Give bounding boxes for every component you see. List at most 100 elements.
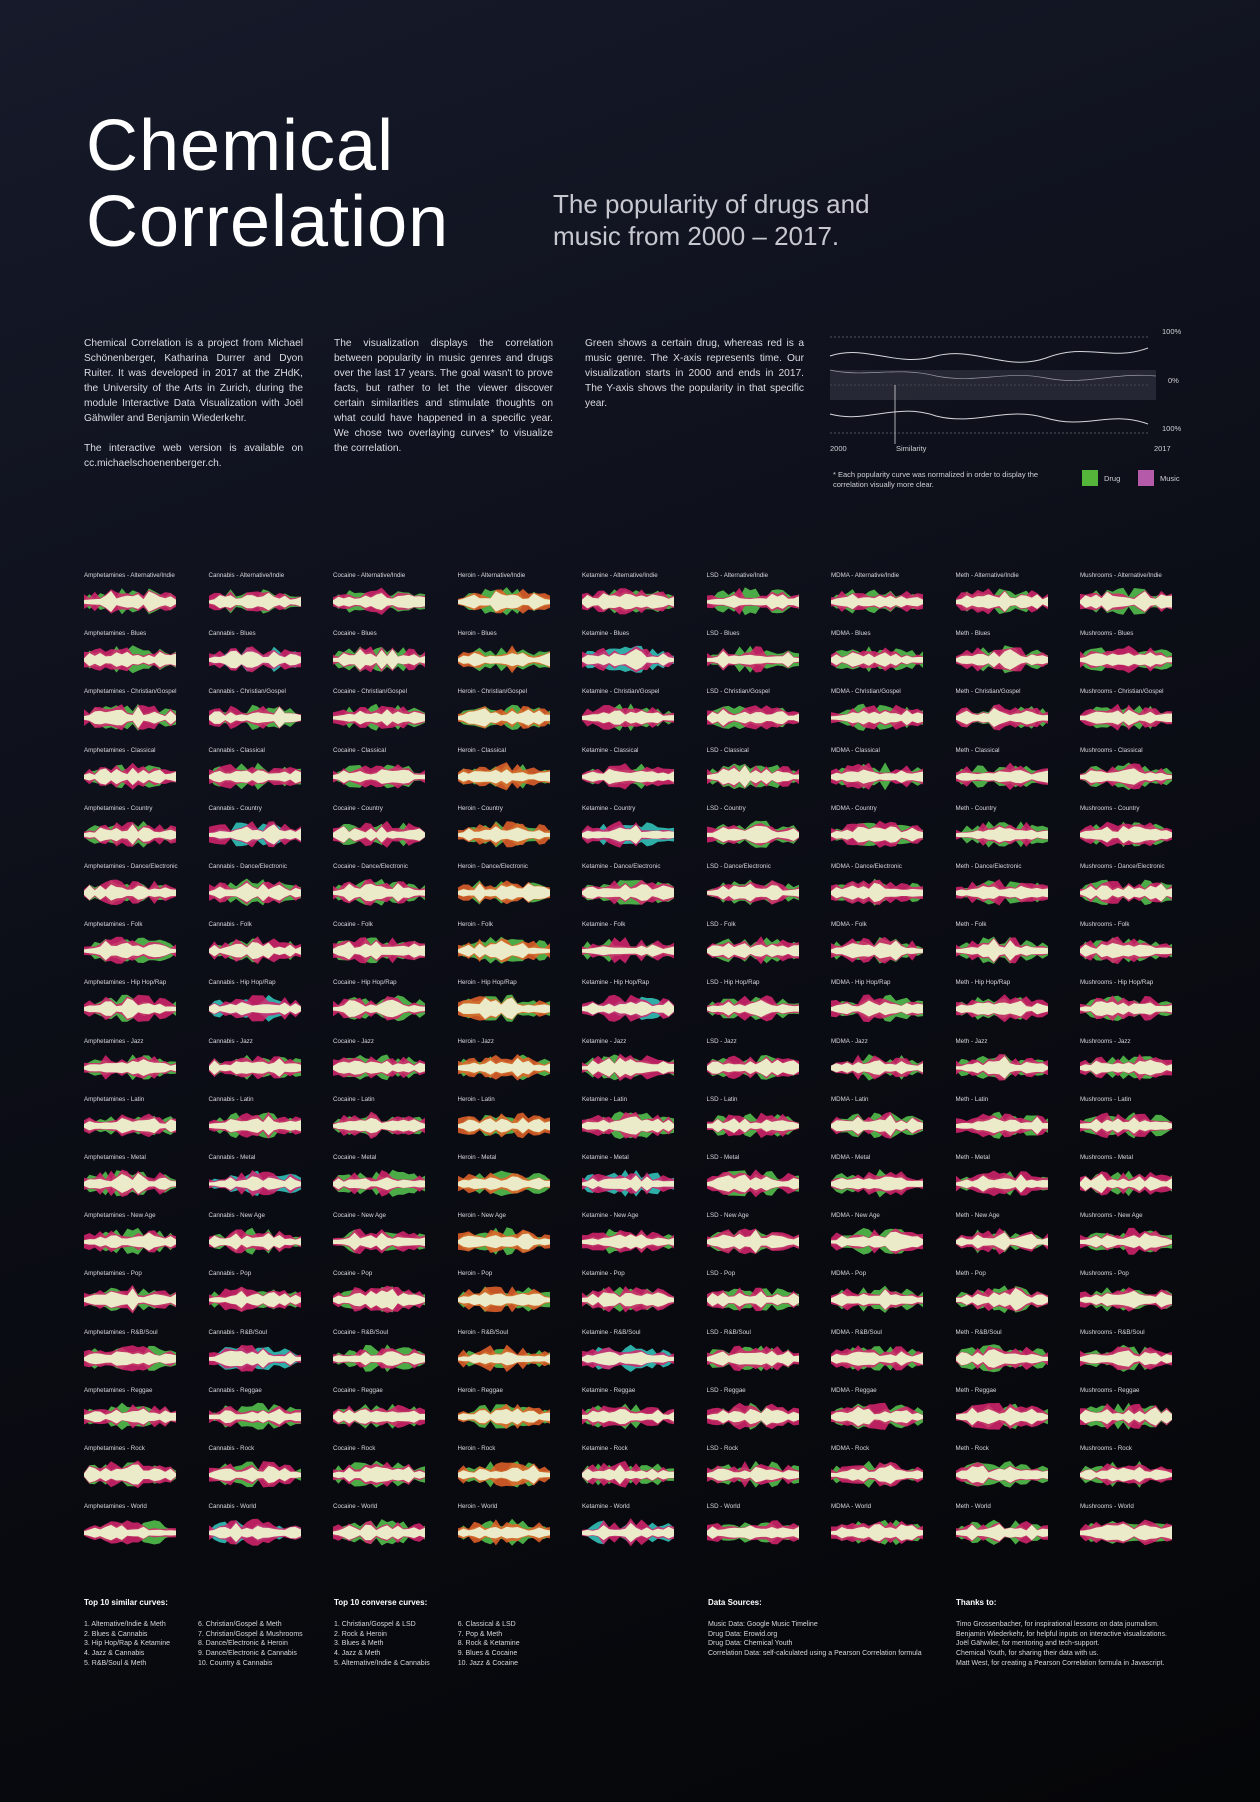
similarity-area — [208, 1057, 301, 1077]
cell-label: Heroin - Hip Hop/Rap — [457, 979, 517, 987]
correlation-cell: Heroin - Alternative/Indie — [457, 572, 568, 630]
cell-label: Meth - Dance/Electronic — [955, 863, 1022, 870]
correlation-cell: Meth - Christian/Gospel — [955, 688, 1066, 746]
correlation-cell: Mushrooms - New Age — [1080, 1212, 1190, 1270]
correlation-shape — [1080, 879, 1172, 906]
correlation-cell: Meth - Dance/Electronic — [955, 863, 1066, 921]
correlation-cell: Cannabis - Pop — [208, 1270, 319, 1328]
intro-paragraph-reading-guide: Green shows a certain drug, whereas red … — [585, 338, 804, 409]
similarity-area — [582, 1116, 674, 1135]
similarity-area — [208, 707, 301, 729]
cell-label: Cannabis - Metal — [208, 1154, 256, 1161]
correlation-cell: LSD - Pop — [706, 1270, 817, 1328]
correlation-cell: Cocaine - Country — [333, 805, 443, 863]
cell-label: Heroin - Alternative/Indie — [457, 572, 526, 579]
cell-label: Cocaine - Pop — [333, 1270, 373, 1278]
similarity-area — [457, 1292, 550, 1308]
correlation-cell: Heroin - Folk — [457, 921, 568, 979]
cell-label: Cocaine - Jazz — [333, 1037, 374, 1045]
correlation-cell: Heroin - Reggae — [457, 1387, 568, 1445]
cell-label: Cocaine - Metal — [333, 1154, 377, 1161]
similarity-area — [706, 1000, 799, 1018]
similarity-area — [582, 768, 674, 784]
similarity-area — [706, 1174, 799, 1193]
correlation-cell: Amphetamines - Classical — [84, 747, 194, 805]
correlation-cell: Meth - Folk — [955, 921, 1066, 979]
similarity-area — [208, 769, 301, 783]
similarity-area — [1080, 1466, 1172, 1483]
similarity-area — [457, 1465, 550, 1484]
correlation-cell: Heroin - Jazz — [457, 1038, 568, 1096]
correlation-cell: Heroin - Metal — [457, 1154, 568, 1212]
correlation-cell: Heroin - R&B/Soul — [457, 1329, 568, 1387]
correlation-shape — [706, 763, 799, 789]
similarity-area — [831, 1350, 923, 1366]
correlation-cell: Cocaine - Folk — [333, 921, 443, 979]
correlation-shape — [84, 820, 176, 848]
similarity-area — [457, 768, 550, 784]
correlation-shape — [831, 820, 923, 848]
correlation-shape — [831, 589, 923, 614]
similarity-area — [333, 1000, 425, 1018]
correlation-cell: Cocaine - Christian/Gospel — [333, 688, 443, 746]
correlation-shape — [84, 1285, 176, 1314]
similarity-area — [582, 1292, 674, 1308]
correlation-cell: Amphetamines - Blues — [84, 630, 194, 688]
cell-label: Cocaine - Blues — [333, 630, 377, 638]
correlation-shape — [208, 878, 301, 906]
similarity-area — [333, 1524, 425, 1541]
correlation-shape — [1080, 995, 1172, 1022]
similarity-area — [706, 883, 799, 902]
correlation-cell: MDMA - Pop — [831, 1270, 941, 1328]
correlation-grid: Amphetamines - Alternative/Indie Amphetam… — [84, 572, 1184, 1547]
correlation-cell: Ketamine - Blues — [582, 630, 692, 688]
similarity-area — [208, 650, 301, 669]
similarity-area — [582, 1234, 674, 1250]
correlation-cell: Cannabis - Folk — [208, 921, 319, 979]
cell-label: Meth - World — [955, 1503, 991, 1511]
correlation-cell: Cannabis - Hip Hop/Rap — [208, 979, 319, 1037]
cell-label: Cannabis - R&B/Soul — [208, 1328, 267, 1336]
cell-label: Heroin - New Age — [457, 1212, 507, 1220]
correlation-shape — [457, 1227, 550, 1256]
correlation-cell: Mushrooms - Dance/Electronic — [1080, 863, 1190, 921]
cell-label: Heroin - Pop — [457, 1270, 493, 1278]
correlation-shape — [457, 1518, 550, 1546]
cell-label: Cannabis - New Age — [208, 1212, 265, 1220]
correlation-shape — [1080, 1053, 1172, 1081]
correlation-shape — [831, 994, 923, 1023]
correlation-shape — [955, 588, 1048, 615]
correlation-shape — [955, 762, 1048, 790]
correlation-shape — [831, 1344, 923, 1371]
cell-label: Mushrooms - Hip Hop/Rap — [1080, 979, 1154, 987]
similarity-area — [333, 1350, 425, 1366]
cell-label: Amphetamines - Country — [84, 804, 153, 812]
similarity-area — [333, 709, 425, 727]
correlation-shape — [955, 1053, 1048, 1081]
correlation-cell: Ketamine - Country — [582, 805, 692, 863]
cell-label: Meth - Blues — [955, 630, 991, 638]
cell-label: LSD - Christian/Gospel — [706, 688, 770, 696]
similarity-area — [831, 652, 923, 668]
list-item: 6. Classical & LSD — [457, 1620, 516, 1628]
correlation-cell: Ketamine - New Age — [582, 1212, 692, 1270]
correlation-cell: Cocaine - Classical — [333, 747, 443, 805]
correlation-shape — [208, 936, 301, 965]
correlation-shape — [208, 589, 301, 614]
correlation-shape — [208, 1170, 301, 1197]
correlation-shape — [831, 1519, 923, 1546]
similarity-area — [1080, 652, 1172, 668]
correlation-cell: Cocaine - Metal — [333, 1154, 443, 1212]
correlation-cell: Amphetamines - Rock — [84, 1445, 194, 1503]
correlation-cell: Mushrooms - Folk — [1080, 921, 1190, 979]
correlation-shape — [208, 762, 301, 790]
cell-label: Cocaine - Dance/Electronic — [333, 863, 408, 870]
correlation-shape — [208, 1227, 301, 1255]
footer-thanks: Thanks to: Timo Grossenbacher, for inspi… — [956, 1598, 1167, 1669]
cell-label: Amphetamines - Folk — [84, 921, 143, 929]
subtitle-line-1: The popularity of drugs and — [553, 189, 870, 219]
music-key-label: Music — [1160, 473, 1180, 483]
similarity-area — [84, 1058, 176, 1076]
correlation-shape — [457, 994, 550, 1023]
similarity-area — [1080, 1117, 1172, 1134]
